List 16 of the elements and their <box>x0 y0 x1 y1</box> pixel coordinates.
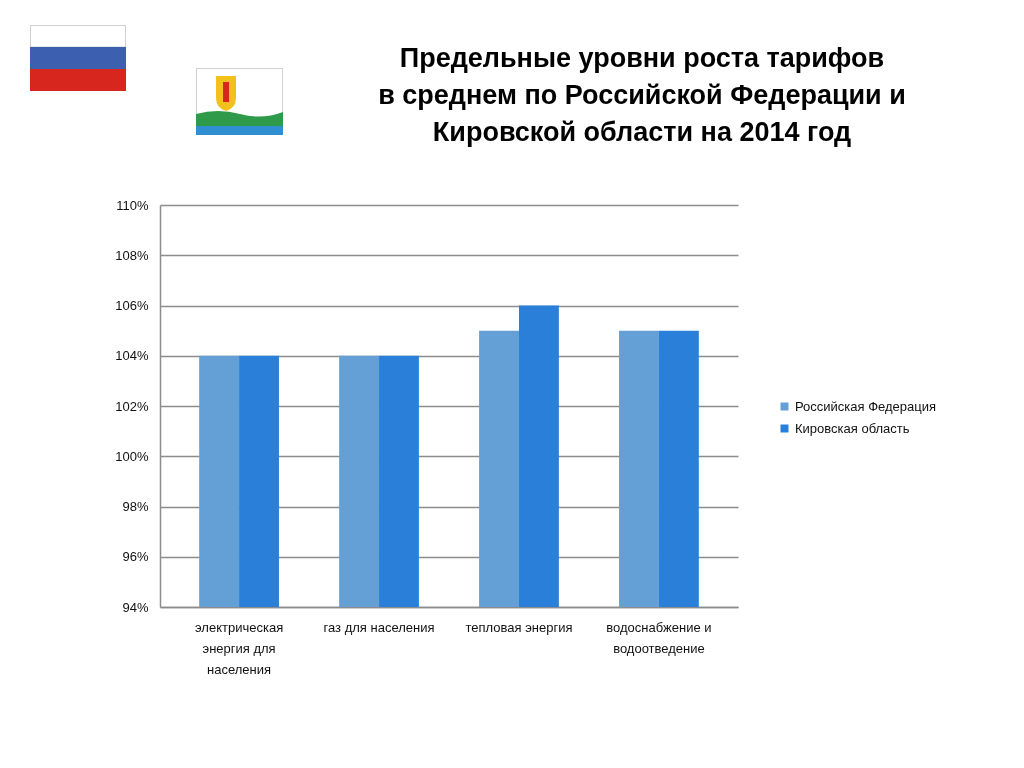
y-tick-label: 100% <box>115 448 149 464</box>
y-tick-label: 96% <box>122 549 149 565</box>
x-tick-label: газ для населения <box>323 619 435 635</box>
x-tick-label: тепловая энергия <box>465 619 573 635</box>
y-tick-label: 106% <box>115 298 149 313</box>
y-tick-label: 104% <box>115 348 149 364</box>
y-tick-label: 94% <box>122 599 149 615</box>
y-tick-label: 102% <box>115 398 149 414</box>
legend-label: Российская Федерация <box>795 398 937 414</box>
x-tick-label: электрическая энергия для населения <box>194 619 284 677</box>
y-tick-label: 108% <box>115 247 149 263</box>
y-tick-label: 98% <box>122 499 149 514</box>
legend-label: Кировская область <box>795 420 910 436</box>
y-tick-label: 110% <box>116 197 149 213</box>
x-tick-label: водоснабжение и водоотведение <box>606 619 712 656</box>
chart-title: Предельные уровни роста тарифов в среднем по Российской Федерации и Кировской области на 2014 год <box>378 43 906 147</box>
